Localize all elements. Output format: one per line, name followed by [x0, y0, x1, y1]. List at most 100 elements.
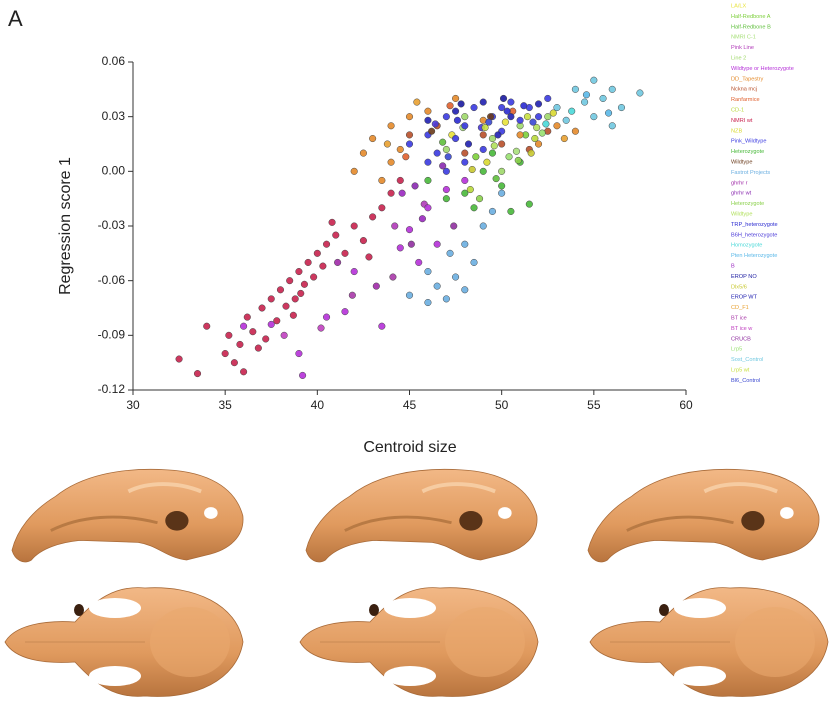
point — [542, 120, 550, 128]
point — [608, 122, 616, 130]
point — [439, 162, 447, 170]
point — [498, 167, 506, 175]
point — [571, 85, 579, 93]
point — [299, 371, 307, 379]
point — [297, 289, 305, 297]
point — [267, 295, 275, 303]
point — [490, 142, 498, 150]
point — [452, 273, 460, 281]
point — [461, 240, 469, 248]
point — [295, 350, 303, 358]
legend-entry: NZB — [731, 128, 742, 134]
point — [501, 118, 509, 126]
legend-entry: ghrhr r — [731, 180, 748, 186]
point — [464, 140, 473, 148]
point — [332, 231, 340, 239]
point — [304, 258, 312, 266]
panel-label: A — [8, 6, 23, 31]
skull-lateral — [304, 467, 539, 564]
point — [323, 313, 331, 321]
point — [617, 104, 626, 112]
point — [453, 116, 461, 124]
point — [503, 107, 511, 115]
point — [407, 240, 415, 248]
point — [527, 149, 535, 157]
legend-entry: Line 2 — [731, 55, 746, 61]
point — [505, 153, 513, 161]
point — [461, 189, 469, 197]
point — [534, 113, 543, 121]
x-tick-label: 45 — [403, 398, 417, 412]
point — [249, 328, 257, 336]
point — [553, 122, 561, 130]
point — [203, 322, 211, 330]
point — [538, 129, 546, 137]
point — [483, 158, 491, 166]
point — [411, 182, 419, 190]
point — [258, 304, 266, 312]
point — [254, 344, 262, 352]
x-tick-label: 55 — [587, 398, 601, 412]
legend-entry: Wildtype — [731, 159, 752, 165]
point — [568, 107, 576, 115]
legend-entry: Dlx5/6 — [731, 284, 747, 290]
legend-entry: BT ice w — [731, 326, 753, 332]
point — [472, 153, 480, 161]
x-tick-label: 30 — [126, 398, 140, 412]
skull-dorsal — [299, 587, 539, 698]
point — [415, 258, 423, 266]
point — [452, 107, 460, 115]
point — [498, 104, 506, 112]
point — [544, 94, 552, 102]
point — [359, 149, 367, 157]
point — [498, 182, 506, 190]
point — [479, 222, 487, 230]
skull-dorsal — [589, 587, 829, 698]
legend-entry: Heterozygote — [731, 201, 764, 207]
point — [470, 204, 478, 212]
legend-entry: Lrp5 wt — [731, 367, 750, 373]
legend-entry: Lrp5 — [731, 347, 742, 353]
point — [276, 286, 285, 294]
point — [636, 89, 644, 97]
point — [571, 127, 579, 135]
legend-entry: Bl6_Control — [731, 378, 760, 384]
point — [533, 124, 541, 132]
point — [175, 355, 183, 363]
point — [413, 98, 421, 106]
point — [479, 131, 487, 139]
point — [531, 134, 539, 143]
point — [439, 138, 447, 146]
point — [499, 94, 508, 102]
point — [599, 94, 607, 102]
point — [498, 140, 506, 148]
legend-entry: Sost_Control — [731, 357, 763, 363]
point — [396, 244, 404, 252]
point — [383, 140, 391, 148]
point — [262, 335, 270, 343]
point — [405, 140, 414, 148]
legend-entry: ghrhr wt — [731, 191, 752, 197]
point — [387, 189, 395, 197]
point — [286, 277, 294, 285]
point — [461, 113, 469, 121]
legend-entry: Ranfarmice — [731, 97, 760, 103]
point — [525, 200, 533, 208]
point — [350, 222, 358, 230]
point — [512, 147, 520, 155]
point — [378, 322, 386, 330]
point — [442, 186, 450, 194]
point — [387, 158, 395, 166]
legend-entry: LA/LX — [731, 3, 747, 9]
point — [507, 98, 515, 106]
point — [334, 258, 342, 266]
point — [350, 167, 358, 175]
point — [479, 98, 487, 106]
point — [523, 113, 532, 121]
point — [424, 268, 432, 276]
legend-entry: Half-Redbone A — [731, 14, 771, 20]
point — [481, 124, 489, 132]
point — [289, 311, 297, 319]
